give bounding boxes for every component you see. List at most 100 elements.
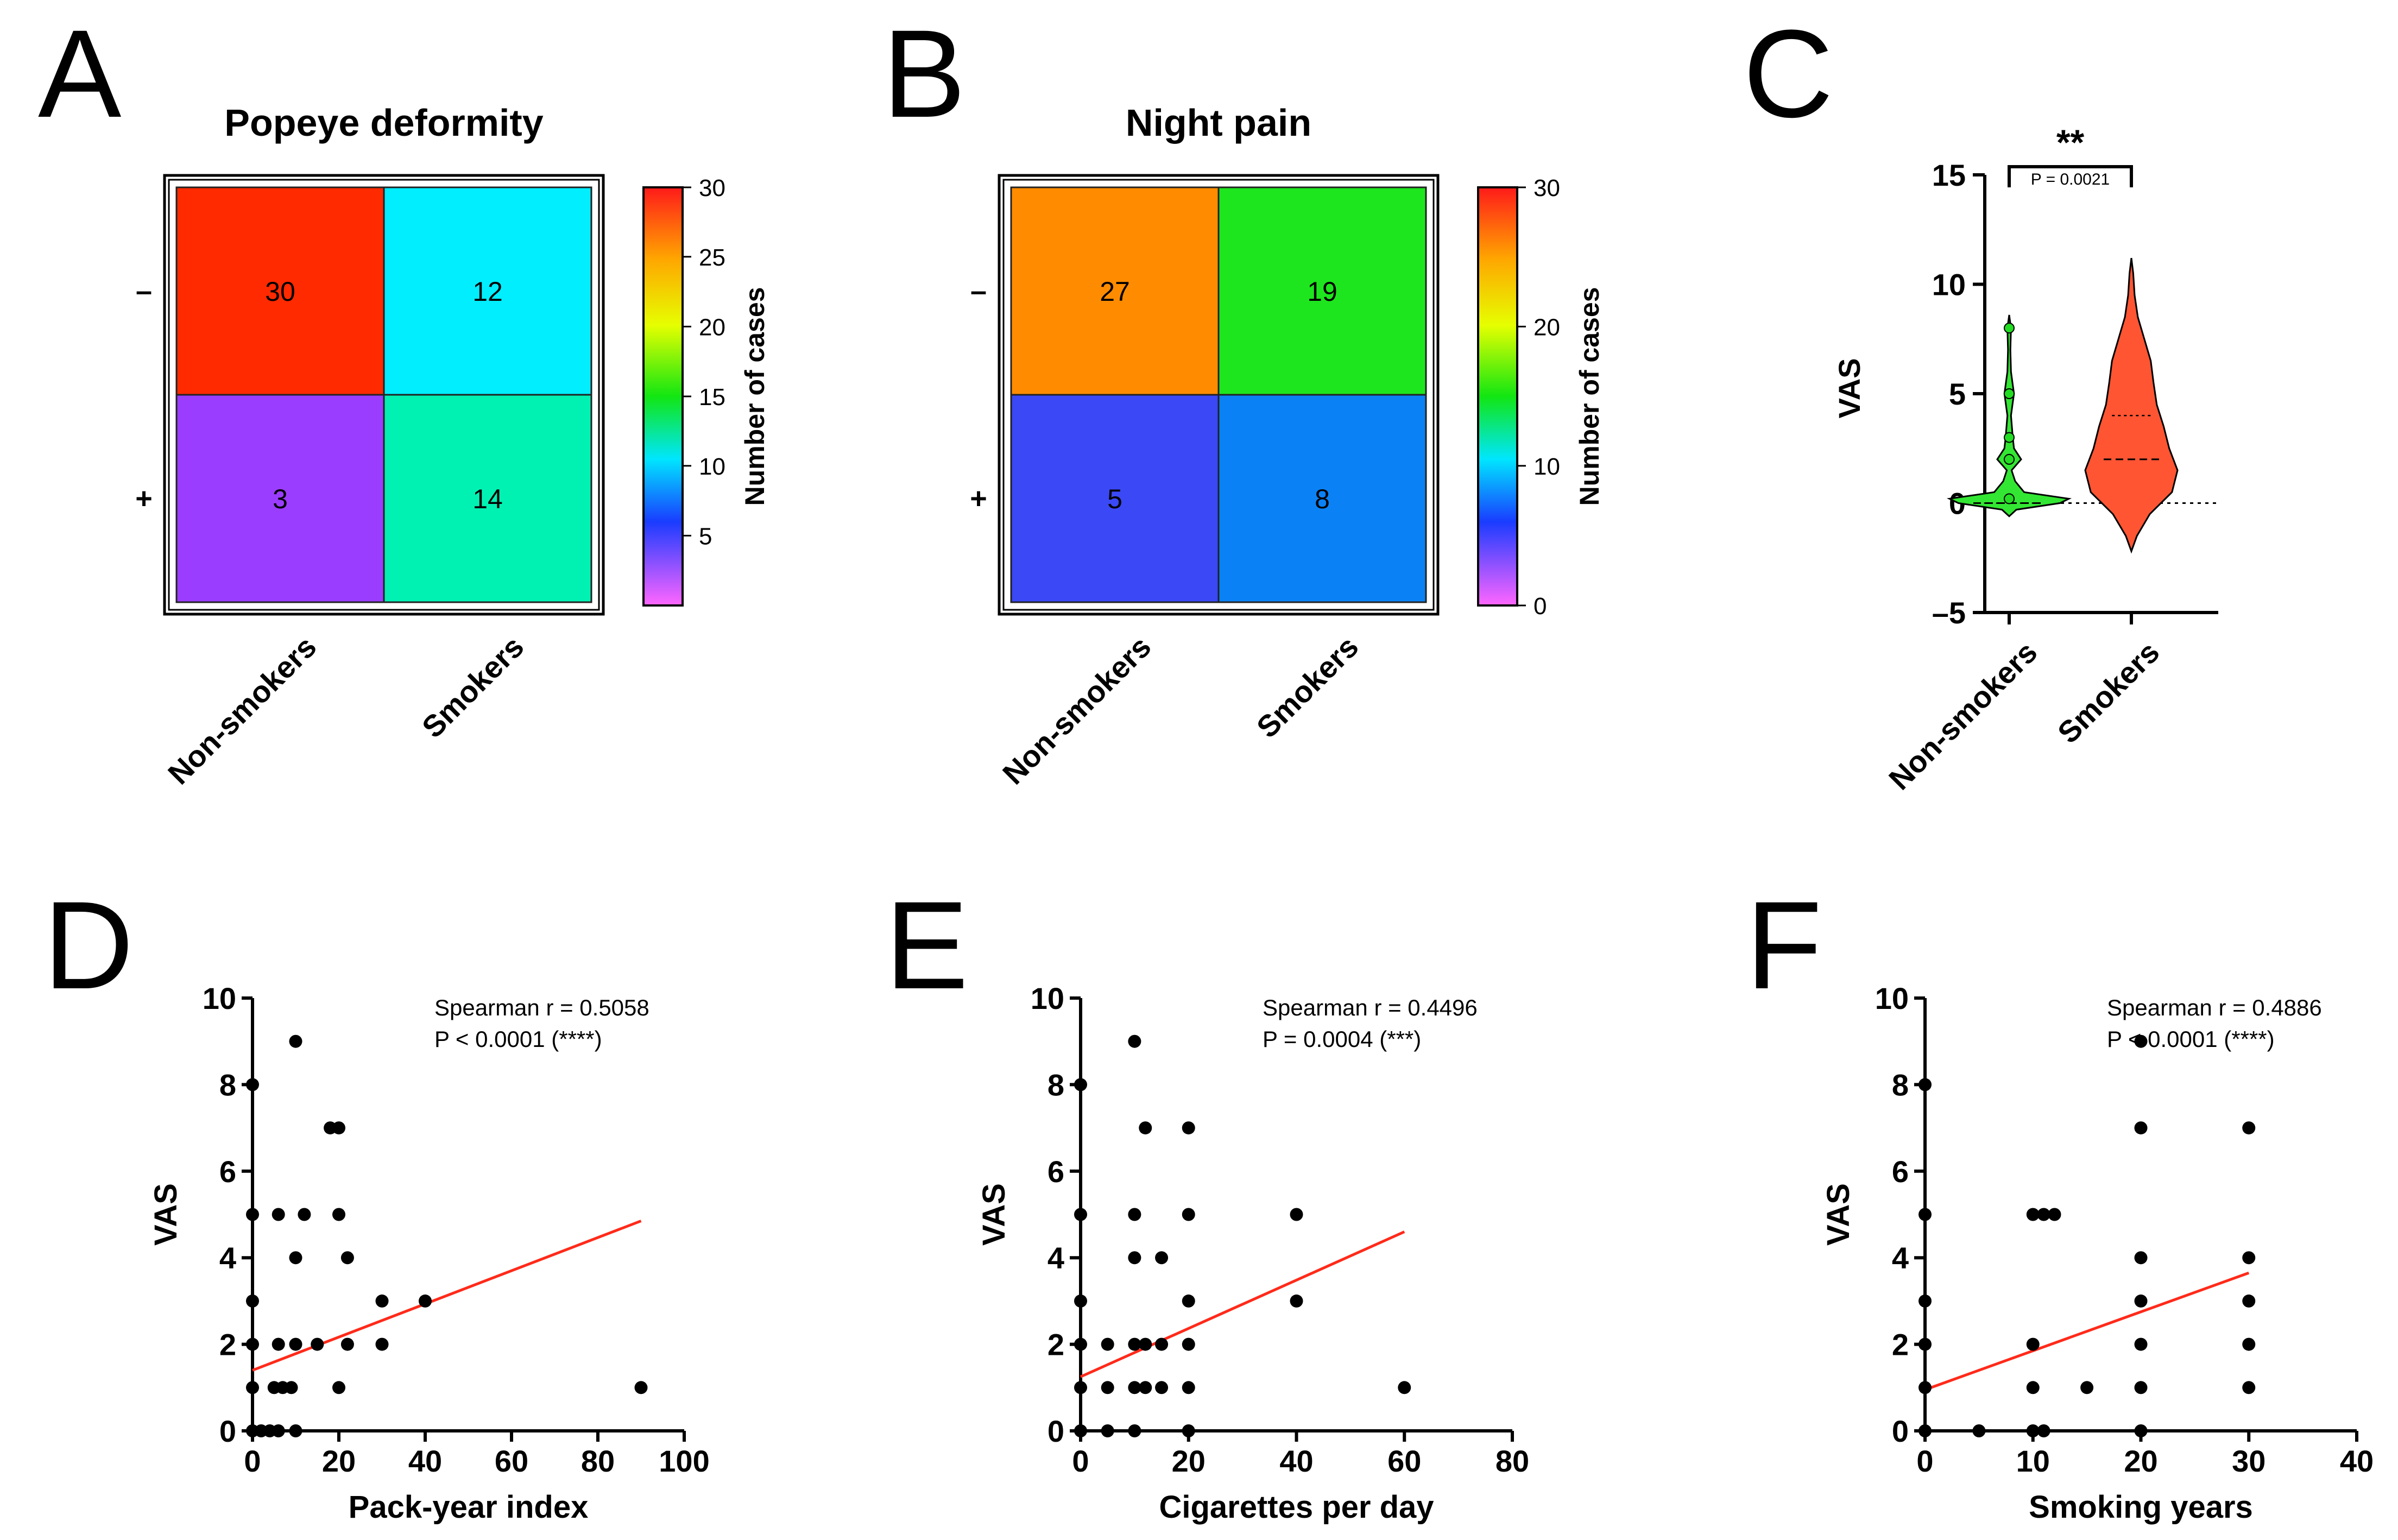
violin-data-marker <box>2004 453 2015 465</box>
data-point <box>340 1337 354 1351</box>
data-point <box>1074 1337 1087 1351</box>
heatmap-row-label: – <box>970 275 987 307</box>
violin-data-marker <box>2004 432 2015 443</box>
y-axis-label: VAS <box>976 1183 1012 1246</box>
data-point <box>2134 1251 2148 1265</box>
y-tick-label: 10 <box>1875 981 1909 1015</box>
y-tick-label: 10 <box>203 981 236 1015</box>
data-point <box>1128 1034 1141 1048</box>
x-tick-label: 10 <box>2016 1444 2050 1478</box>
y-tick-label: 8 <box>1047 1068 1064 1102</box>
y-tick-label: 0 <box>219 1414 236 1448</box>
regression-line <box>252 1220 642 1372</box>
y-axis-label: VAS <box>1821 1183 1856 1246</box>
data-point <box>289 1337 302 1351</box>
x-axis-label: Smoking years <box>2029 1489 2253 1525</box>
colorbar-tick-label: 5 <box>699 523 712 550</box>
x-tick-label: 40 <box>2340 1444 2374 1478</box>
violin-data-marker <box>2004 493 2015 504</box>
heatmap-title: Popeye deformity <box>224 102 543 144</box>
y-tick-label: 8 <box>219 1068 236 1102</box>
y-tick-label: 10 <box>1932 268 1966 302</box>
data-point <box>1155 1337 1169 1351</box>
data-point <box>1139 1381 1152 1394</box>
data-point <box>1919 1078 1932 1091</box>
data-point <box>1128 1251 1141 1265</box>
data-point <box>272 1337 285 1351</box>
violin-non-smokers <box>1946 314 2072 517</box>
data-point <box>340 1251 354 1265</box>
y-tick-label: –5 <box>1932 596 1966 630</box>
data-point <box>1139 1121 1152 1135</box>
data-point <box>1139 1337 1152 1351</box>
y-tick-label: 15 <box>1932 158 1966 192</box>
x-tick-label: 40 <box>1279 1444 1313 1478</box>
spearman-r-label: Spearman r = 0.4496 <box>1263 995 1478 1020</box>
heatmap-cell-value: 8 <box>1315 484 1330 514</box>
y-tick-label: 4 <box>1892 1241 1909 1275</box>
y-tick-label: 10 <box>1031 981 1064 1015</box>
data-point <box>289 1424 302 1437</box>
y-tick-label: 6 <box>1047 1154 1064 1189</box>
x-tick-label: 0 <box>244 1444 261 1478</box>
x-tick-label: 20 <box>322 1444 356 1478</box>
data-point <box>2037 1208 2050 1221</box>
data-point <box>1182 1337 1195 1351</box>
data-point <box>285 1381 298 1394</box>
data-point <box>2134 1381 2148 1394</box>
heatmap-cell-value: 27 <box>1100 276 1130 307</box>
data-point <box>1101 1381 1114 1394</box>
spearman-r-label: Spearman r = 0.4886 <box>2107 995 2322 1020</box>
data-point <box>289 1034 302 1048</box>
data-point <box>2026 1337 2040 1351</box>
colorbar <box>642 186 684 607</box>
data-point <box>1128 1381 1141 1394</box>
significance-stars: ** <box>2056 122 2085 162</box>
heatmap-cell-value: 12 <box>472 276 503 307</box>
x-tick-label: Smokers <box>2051 635 2166 750</box>
violin-data-marker <box>2004 323 2015 334</box>
panel-letter-c: C <box>1743 4 1833 143</box>
data-point <box>332 1208 345 1221</box>
scatter-panel-e: 0 2 4 6 8 10 0 20 40 60 80 Cigarettes per day VAS Spe… <box>976 981 1529 1525</box>
heatmap-cell <box>175 394 385 603</box>
data-point <box>1182 1294 1195 1308</box>
violin-data-marker <box>2004 388 2015 399</box>
data-point <box>2048 1208 2061 1221</box>
data-point <box>1074 1294 1087 1308</box>
y-tick-label: 5 <box>1949 377 1966 411</box>
data-point <box>246 1381 259 1394</box>
data-point <box>2080 1381 2094 1394</box>
x-tick-label: 80 <box>581 1444 615 1478</box>
x-tick-label: 0 <box>1072 1444 1089 1478</box>
data-point <box>2026 1381 2040 1394</box>
data-point <box>2026 1208 2040 1221</box>
data-point <box>1101 1424 1114 1437</box>
data-point <box>2037 1424 2050 1437</box>
colorbar-tick-label: 10 <box>699 453 725 480</box>
p-value-label: P = 0.0021 <box>2031 171 2110 188</box>
data-point <box>246 1337 259 1351</box>
heatmap-cell <box>1010 394 1220 603</box>
colorbar <box>1477 186 1518 607</box>
data-point <box>1182 1208 1195 1221</box>
data-point <box>2242 1381 2256 1394</box>
heatmap-column-label: Smokers <box>415 629 531 744</box>
data-point <box>1290 1208 1303 1221</box>
heatmap-frame-inner <box>168 179 600 611</box>
data-point <box>1919 1208 1932 1221</box>
data-point <box>2242 1337 2256 1351</box>
data-point <box>2134 1121 2148 1135</box>
data-point <box>1182 1381 1195 1394</box>
data-point <box>332 1381 345 1394</box>
heatmap-frame <box>163 174 605 616</box>
p-value-label: P < 0.0001 (****) <box>2107 1026 2275 1052</box>
spearman-r-label: Spearman r = 0.5058 <box>434 995 649 1020</box>
x-tick-label: 60 <box>495 1444 528 1478</box>
x-tick-label: 20 <box>1172 1444 1206 1478</box>
colorbar-tick-label: 30 <box>699 175 725 201</box>
data-point <box>1919 1381 1932 1394</box>
p-value-label: P < 0.0001 (****) <box>434 1026 602 1052</box>
y-tick-label: 2 <box>219 1328 236 1362</box>
